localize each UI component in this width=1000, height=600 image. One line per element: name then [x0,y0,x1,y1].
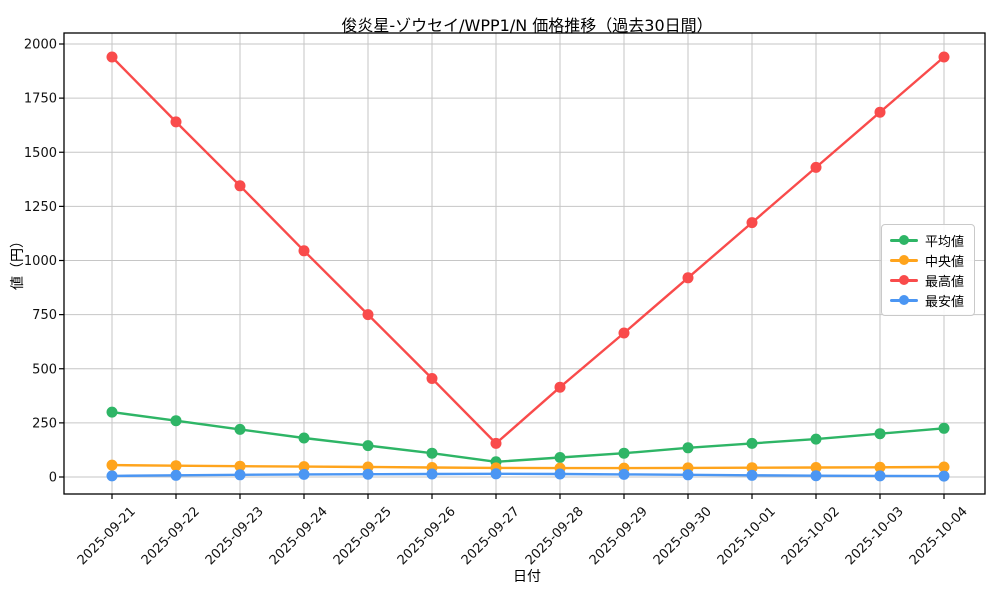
data-point-series-2 [746,217,758,229]
data-point-series-1 [234,460,246,472]
y-tick-label: 0 [49,471,57,486]
data-point-series-2 [490,437,502,449]
y-tick-label: 750 [32,308,57,323]
data-point-series-2 [618,327,630,339]
y-tick-label: 1000 [24,254,57,269]
x-axis-label: 日付 [513,569,541,585]
data-point-series-3 [746,469,758,481]
data-point-series-0 [234,423,246,435]
data-point-series-0 [746,437,758,449]
legend-marker-icon [890,294,918,306]
x-tick-label: 2025-09-28 [523,504,587,568]
data-point-series-2 [938,51,950,63]
data-point-series-1 [106,459,118,471]
data-point-series-0 [682,442,694,454]
x-tick-label: 2025-10-04 [907,504,971,568]
x-tick-label: 2025-09-30 [651,504,715,568]
y-tick-label: 1500 [24,146,57,161]
legend-label: 最安値 [925,294,965,310]
data-point-series-3 [426,468,438,480]
legend-label: 最高値 [925,274,965,290]
data-point-series-0 [106,406,118,418]
data-point-series-0 [362,440,374,452]
legend-item-2: 最高値 [890,272,965,290]
data-point-series-2 [362,309,374,321]
data-point-series-0 [938,422,950,434]
data-point-series-3 [234,469,246,481]
y-tick-label: 2000 [24,38,57,53]
x-tick-label: 2025-09-22 [139,504,203,568]
legend-item-1: 中央値 [890,252,965,270]
data-point-series-2 [106,51,118,63]
data-point-series-3 [490,468,502,480]
data-point-series-2 [426,373,438,384]
x-tick-label: 2025-09-24 [267,504,331,568]
data-point-series-0 [426,447,438,459]
data-point-series-0 [554,452,566,463]
data-point-series-1 [170,460,182,472]
x-tick-label: 2025-09-23 [203,504,267,568]
chart-title: 俊炎星-ゾウセイ/WPP1/N 価格推移（過去30日間） [341,16,713,35]
legend-label: 平均値 [925,234,965,250]
data-point-series-2 [874,106,886,118]
data-point-series-3 [682,469,694,481]
legend-item-3: 最安値 [890,292,965,310]
series-line-2 [110,55,946,445]
data-point-series-3 [810,470,822,482]
plot-border [63,32,986,495]
y-tick-label: 250 [32,416,57,431]
data-point-series-2 [682,272,694,284]
data-point-series-0 [874,428,886,440]
data-point-series-1 [298,461,310,473]
data-point-series-3 [170,469,182,481]
data-point-series-0 [810,433,822,445]
series-line-0 [110,410,946,463]
x-tick-label: 2025-10-03 [843,504,907,568]
legend-item-0: 平均値 [890,232,965,250]
legend-marker-icon [890,254,918,266]
x-tick-label: 2025-09-25 [331,504,395,568]
y-tick-label: 1250 [24,200,57,215]
legend-marker-icon [890,274,918,286]
y-tick-label: 500 [32,362,57,377]
data-point-series-2 [170,116,182,128]
data-point-series-2 [554,381,566,393]
data-point-series-0 [170,415,182,427]
x-tick-label: 2025-09-26 [395,504,459,568]
x-tick-label: 2025-09-27 [459,504,523,568]
series-line-1 [110,463,946,470]
x-tick-label: 2025-09-29 [587,504,651,568]
data-point-series-3 [362,468,374,480]
data-point-series-2 [810,161,822,173]
data-point-series-1 [874,461,886,473]
x-tick-label: 2025-09-21 [75,504,139,568]
data-point-series-1 [810,462,822,473]
y-axis-label: 値（円） [10,234,26,290]
legend-marker-icon [890,234,918,246]
data-point-series-2 [298,245,310,257]
data-point-series-2 [234,180,246,192]
data-point-series-3 [298,468,310,480]
data-point-series-3 [106,470,118,482]
data-point-series-3 [554,468,566,480]
x-tick-label: 2025-10-02 [779,504,843,568]
legend-label: 中央値 [925,254,965,270]
data-point-series-3 [618,468,630,480]
x-tick-label: 2025-10-01 [715,504,779,568]
y-tick-label: 1750 [24,92,57,107]
data-point-series-3 [938,470,950,482]
data-point-series-0 [618,447,630,459]
data-point-series-0 [298,432,310,444]
data-point-series-1 [938,461,950,473]
data-point-series-1 [746,462,758,474]
legend: 平均値中央値最高値最安値 [881,224,976,316]
data-point-series-3 [874,470,886,482]
series-line-3 [110,472,946,478]
